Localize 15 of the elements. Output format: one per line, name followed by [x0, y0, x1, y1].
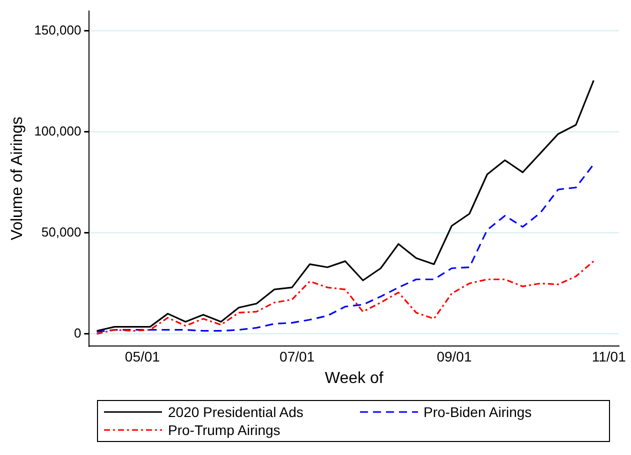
x-tick-label: 07/01 — [280, 348, 315, 364]
x-tick-label: 05/01 — [124, 348, 160, 364]
legend-label: 2020 Presidential Ads — [168, 404, 304, 420]
y-axis-title: Volume of Airings — [9, 116, 26, 240]
y-tick-label: 150,000 — [34, 22, 82, 38]
y-tick-label: 50,000 — [41, 224, 82, 240]
legend-label: Pro-Trump Airings — [168, 422, 280, 438]
x-tick-label: 09/01 — [436, 348, 472, 364]
y-tick-label: 0 — [74, 325, 82, 340]
legend-label: Pro-Biden Airings — [424, 404, 532, 420]
line-series — [96, 260, 594, 335]
line-series — [96, 163, 594, 333]
y-tick-label: 100,000 — [34, 124, 82, 139]
x-tick-label: 11/01 — [592, 348, 626, 364]
x-axis-title: Week of — [324, 370, 384, 387]
